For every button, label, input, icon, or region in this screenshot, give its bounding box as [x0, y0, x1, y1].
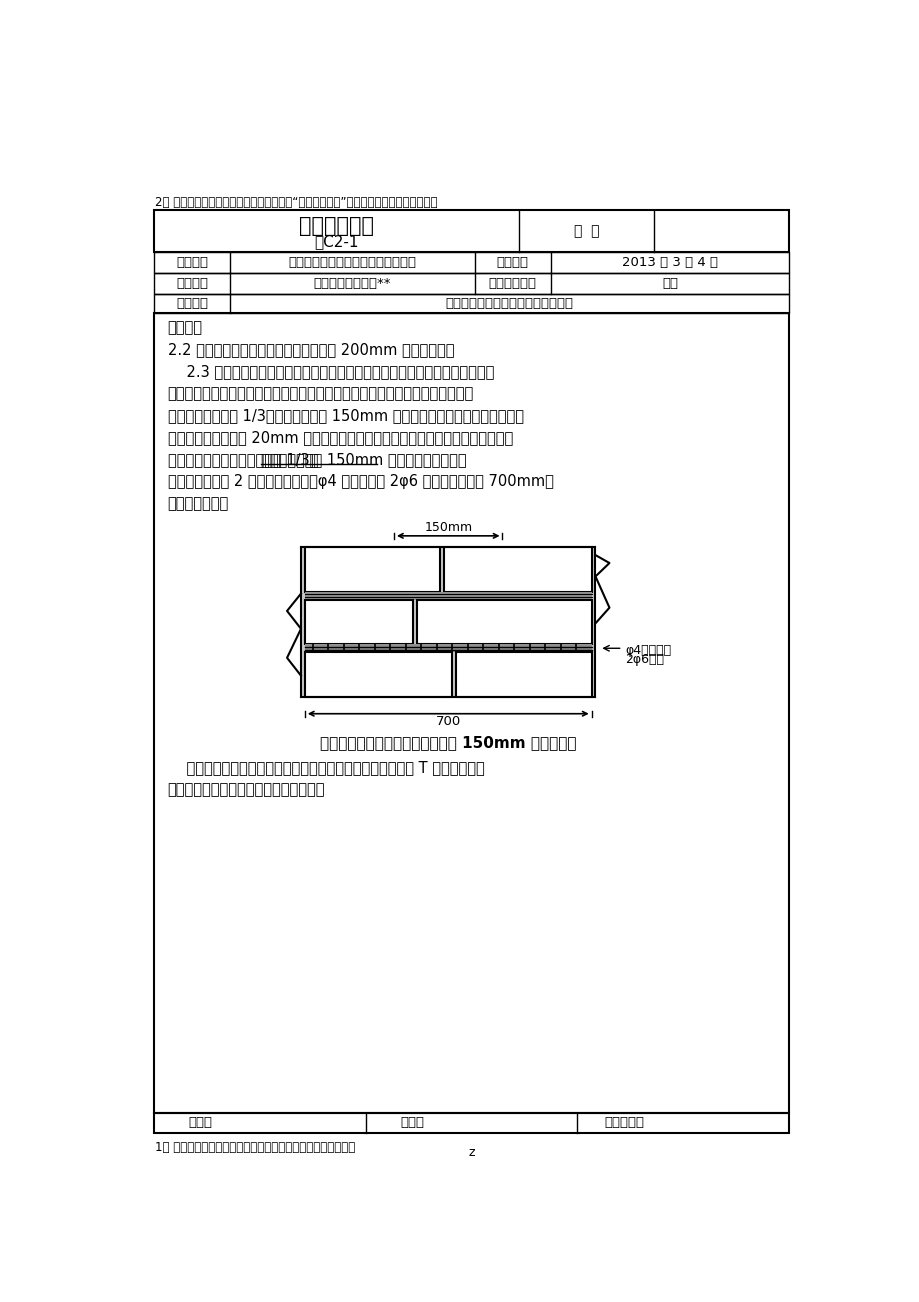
Text: 使横墙砂块隔皮断面露头。详见下列图。: 使横墙砂块隔皮断面露头。详见下列图。 — [167, 783, 324, 797]
Text: 搭砂长度不应小于砂块总长的 1/3。: 搭砂长度不应小于砂块总长的 1/3。 — [167, 452, 318, 467]
Text: 天竹新新家园三区住宅及商务公寓楼: 天竹新新家园三区住宅及商务公寓楼 — [288, 256, 416, 270]
Text: 施工单位: 施工单位 — [176, 277, 208, 290]
Bar — [153, 273, 789, 294]
Bar — [153, 1113, 789, 1133]
Bar — [304, 592, 591, 600]
Text: 分项工程名称: 分项工程名称 — [488, 277, 536, 290]
Text: 2013 年 3 月 4 日: 2013 年 3 月 4 日 — [621, 256, 718, 270]
Bar — [304, 600, 413, 644]
Bar — [301, 547, 595, 697]
Bar — [456, 652, 591, 697]
Text: 编  号: 编 号 — [573, 224, 599, 238]
Text: 住总第六开发建立**: 住总第六开发建立** — [313, 277, 391, 290]
Text: 2.2 加气混凝土砂块砂筑时，墙底部应砂 200mm 高的灰砂砂。: 2.2 加气混凝土砂块砂筑时，墙底部应砂 200mm 高的灰砂砂。 — [167, 342, 454, 357]
Text: 如下列图所示。: 如下列图所示。 — [167, 496, 229, 512]
Text: 交底提要: 交底提要 — [176, 297, 208, 310]
Text: 小于砂块总长度的 1/3。长度小于等于 150mm 的砂块不得上墙。砂筑最底层砂块: 小于砂块总长度的 1/3。长度小于等于 150mm 的砂块不得上墙。砂筑最底层砂… — [167, 409, 523, 423]
Text: 交底日期: 交底日期 — [496, 256, 528, 270]
Bar — [153, 312, 789, 1113]
Text: z: z — [468, 1146, 474, 1159]
Text: 当搭砂长度小于 150mm 时，即形成通缝，竖: 当搭砂长度小于 150mm 时，即形成通缝，竖 — [261, 452, 466, 467]
Text: 交底容：: 交底容： — [167, 320, 202, 335]
Bar — [153, 294, 789, 312]
Text: 1、 本表由施工单位填写，交底单位与承受交底单位各存一份。: 1、 本表由施工单位填写，交底单位与承受交底单位各存一份。 — [155, 1141, 355, 1154]
Text: 技术交底记录: 技术交底记录 — [299, 216, 373, 236]
Text: 交底人: 交底人 — [400, 1117, 424, 1129]
Bar — [304, 652, 451, 697]
Bar — [153, 253, 789, 273]
Text: 时，当灰缝厚度大于 20mm 时应使用细石混凝土铺密实，上下皮灰缝应错开搭砂，: 时，当灰缝厚度大于 20mm 时应使用细石混凝土铺密实，上下皮灰缝应错开搭砂， — [167, 431, 513, 445]
Text: 2.3 砂筑时应预先试排砂块，并优先使用整体砂块。不得已须断开砂块时，应: 2.3 砂筑时应预先试排砂块，并优先使用整体砂块。不得已须断开砂块时，应 — [167, 365, 494, 379]
Text: 工程名称: 工程名称 — [176, 256, 208, 270]
Text: 700: 700 — [436, 715, 460, 728]
Bar — [444, 547, 591, 592]
Text: 150mm: 150mm — [424, 521, 471, 534]
Text: 承受交底人: 承受交底人 — [604, 1117, 643, 1129]
Bar — [304, 547, 440, 592]
Bar — [304, 644, 591, 652]
Bar — [417, 600, 591, 644]
Text: 2φ6钉筋: 2φ6钉筋 — [624, 652, 664, 665]
Text: 审核人: 审核人 — [188, 1117, 212, 1129]
Text: 表C2-1: 表C2-1 — [314, 234, 358, 249]
Text: 砂筑: 砂筑 — [662, 277, 677, 290]
Text: 2、 当做分项工程施工技术交底时，应填写“分项工程名称”栏，其他技术交底可不填写。: 2、 当做分项工程施工技术交底时，应填写“分项工程名称”栏，其他技术交底可不填写… — [155, 197, 437, 210]
Text: 加气混凝土砂块砂筑搭砂长度小于 150mm 时处理方法: 加气混凝土砂块砂筑搭砂长度小于 150mm 时处理方法 — [320, 736, 576, 750]
Text: 使用手锔、切割机等工具锔裁整齐，并保护好砂块的棱角，锔裁砂块的长度不应: 使用手锔、切割机等工具锔裁整齐，并保护好砂块的棱角，锔裁砂块的长度不应 — [167, 387, 473, 401]
Text: 向通缝不应大于 2 皮砂块，否则应配φ4 钉筋网片或 2φ6 钉筋，长度宜为 700mm，: 向通缝不应大于 2 皮砂块，否则应配φ4 钉筋网片或 2φ6 钉筋，长度宜为 7… — [167, 474, 553, 490]
Bar — [153, 210, 789, 253]
Text: 加气混凝土砂块填充墙砂筑技术交底: 加气混凝土砂块填充墙砂筑技术交底 — [445, 297, 573, 310]
Text: φ4钉筋网片: φ4钉筋网片 — [624, 643, 670, 656]
Text: 砂块墙的转角处，应隔皮纵、横墙砂块相互搭砂。砂块墙的 T 字交接处，应: 砂块墙的转角处，应隔皮纵、横墙砂块相互搭砂。砂块墙的 T 字交接处，应 — [167, 760, 484, 775]
